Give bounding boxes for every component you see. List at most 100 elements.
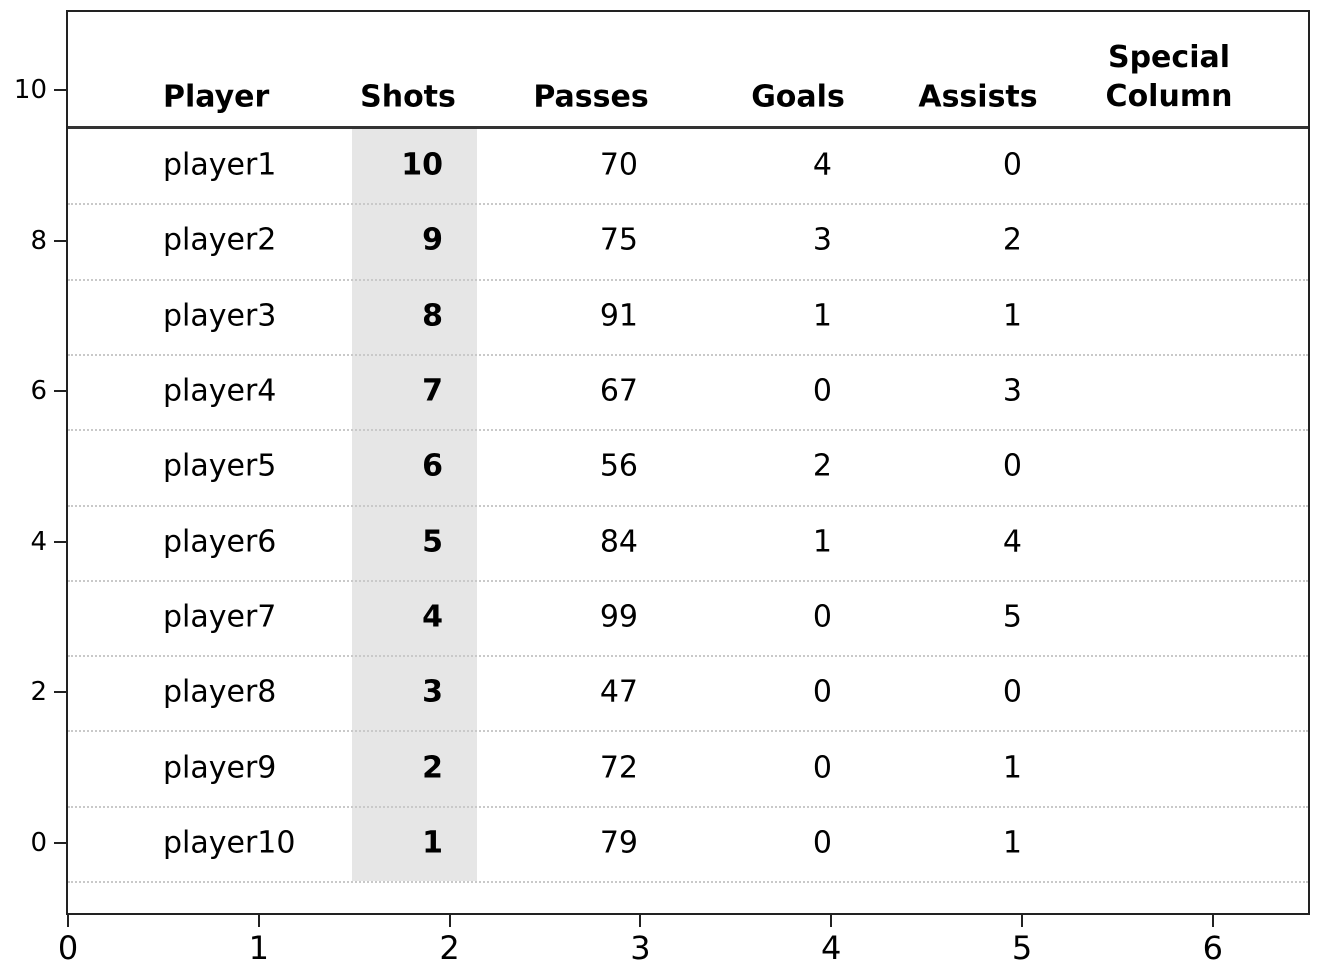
cell-shots: 4	[422, 599, 443, 635]
row-separator	[68, 353, 1308, 356]
table-row: player1 10 70 4 0	[68, 128, 1308, 203]
cell-passes: 56	[599, 448, 638, 484]
x-tick-label: 3	[630, 929, 651, 967]
x-tick-mark	[67, 915, 69, 927]
plot-area: Player Shots Passes Goals Assists Specia…	[66, 10, 1310, 915]
cell-player: player1	[163, 147, 277, 183]
cell-shots: 10	[401, 147, 443, 183]
cell-goals: 0	[812, 750, 832, 786]
cell-shots: 8	[422, 298, 443, 334]
cell-player: player10	[163, 825, 296, 861]
x-tick-label: 4	[821, 929, 842, 967]
x-tick-label: 2	[439, 929, 460, 967]
cell-shots: 3	[422, 674, 443, 710]
row-separator	[68, 278, 1308, 281]
cell-player: player6	[163, 524, 277, 560]
col-header-player: Player	[163, 79, 270, 115]
col-header-special-column: Special Column	[1106, 38, 1233, 116]
cell-goals: 3	[812, 222, 832, 258]
cell-goals: 4	[812, 147, 832, 183]
y-tick-mark	[54, 540, 66, 543]
cell-shots: 5	[422, 524, 443, 560]
cell-shots: 7	[422, 373, 443, 409]
table-row: player4 7 67 0 3	[68, 354, 1308, 429]
cell-passes: 47	[599, 674, 638, 710]
cell-goals: 0	[812, 674, 832, 710]
cell-player: player5	[163, 448, 277, 484]
cell-passes: 84	[599, 524, 638, 560]
cell-assists: 1	[1002, 825, 1022, 861]
table-row: player7 4 99 0 5	[68, 579, 1308, 654]
cell-assists: 2	[1002, 222, 1022, 258]
cell-player: player4	[163, 373, 277, 409]
cell-passes: 91	[599, 298, 638, 334]
cell-assists: 3	[1002, 373, 1022, 409]
cell-assists: 0	[1002, 147, 1022, 183]
cell-goals: 1	[812, 524, 832, 560]
cell-goals: 0	[812, 825, 832, 861]
cell-shots: 9	[422, 222, 443, 258]
cell-passes: 79	[599, 825, 638, 861]
cell-goals: 0	[812, 373, 832, 409]
cell-assists: 1	[1002, 298, 1022, 334]
cell-passes: 70	[599, 147, 638, 183]
cell-player: player2	[163, 222, 277, 258]
x-tick-label: 0	[57, 929, 79, 967]
y-tick-label: 2	[30, 677, 47, 708]
table-row: player5 6 56 2 0	[68, 429, 1308, 504]
cell-passes: 72	[599, 750, 638, 786]
table-row: player10 1 79 0 1	[68, 805, 1308, 880]
table-row: player2 9 75 3 2	[68, 203, 1308, 278]
table-row: player9 2 72 0 1	[68, 730, 1308, 805]
x-tick-mark	[1211, 915, 1214, 927]
cell-player: player9	[163, 750, 277, 786]
table-row: player8 3 47 0 0	[68, 655, 1308, 730]
table-row: player3 8 91 1 1	[68, 278, 1308, 353]
row-separator	[68, 881, 1308, 883]
cell-assists: 4	[1002, 524, 1022, 560]
cell-passes: 99	[599, 599, 638, 635]
cell-assists: 0	[1002, 448, 1022, 484]
y-tick-mark	[54, 239, 66, 242]
y-tick-label: 6	[30, 376, 47, 407]
row-separator	[68, 203, 1308, 206]
header-underline	[68, 126, 1308, 129]
x-tick-label: 6	[1202, 929, 1223, 967]
cell-goals: 1	[812, 298, 832, 334]
x-tick-mark	[1021, 915, 1023, 927]
cell-shots: 2	[422, 750, 443, 786]
col-header-passes: Passes	[533, 79, 649, 115]
y-tick-mark	[54, 691, 66, 694]
y-tick-label: 10	[13, 75, 47, 105]
row-separator	[68, 655, 1308, 658]
row-separator	[68, 730, 1308, 733]
x-tick-mark	[830, 915, 833, 927]
x-tick-label: 1	[248, 929, 269, 967]
col-header-special-line1: Special	[1107, 40, 1231, 75]
cell-assists: 1	[1002, 750, 1022, 786]
cell-shots: 6	[422, 448, 443, 484]
cell-goals: 2	[812, 448, 832, 484]
cell-assists: 0	[1002, 674, 1022, 710]
row-separator	[68, 579, 1308, 582]
y-tick-mark	[54, 89, 66, 91]
cell-goals: 0	[812, 599, 832, 635]
y-tick-label: 8	[30, 225, 47, 256]
col-header-shots: Shots	[360, 79, 456, 115]
y-tick-label: 0	[30, 828, 47, 858]
row-separator	[68, 504, 1308, 507]
col-header-goals: Goals	[751, 79, 845, 115]
cell-player: player7	[163, 599, 277, 635]
x-tick-mark	[257, 915, 260, 927]
col-header-special-line2: Column	[1105, 79, 1233, 114]
x-tick-mark	[639, 915, 642, 927]
table-row: player6 5 84 1 4	[68, 504, 1308, 579]
cell-player: player3	[163, 298, 277, 334]
row-separator	[68, 429, 1308, 432]
cell-passes: 67	[599, 373, 638, 409]
row-separator	[68, 805, 1308, 808]
x-tick-mark	[448, 915, 451, 927]
y-tick-label: 4	[30, 526, 47, 557]
x-tick-label: 5	[1011, 929, 1033, 967]
